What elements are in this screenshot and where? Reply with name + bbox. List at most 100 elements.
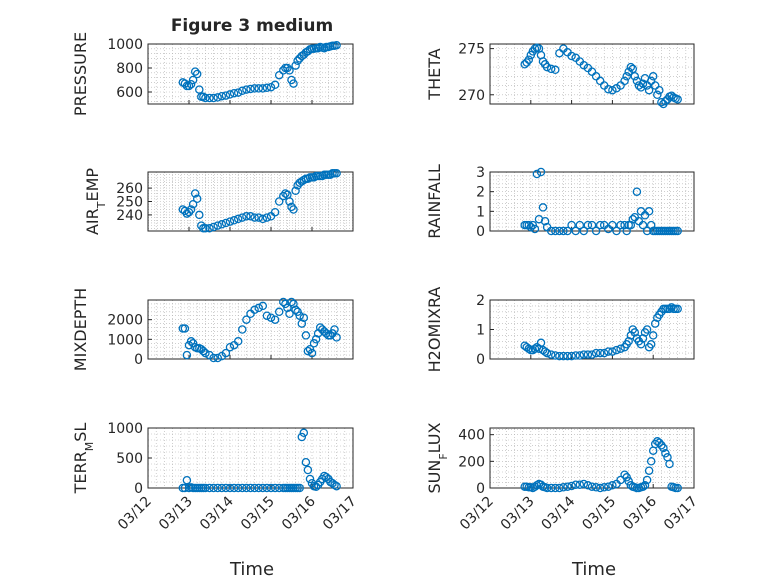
- data-point: [293, 56, 302, 66]
- data-point: [665, 304, 674, 314]
- data-point: [270, 315, 280, 324]
- data-point: [551, 226, 560, 236]
- data-point: [646, 340, 656, 349]
- data-point: [303, 465, 313, 475]
- series-markers: [520, 303, 682, 361]
- x-tick-label: 03/12: [115, 494, 155, 534]
- data-point: [307, 348, 317, 358]
- data-point: [180, 483, 190, 493]
- data-point: [258, 214, 268, 224]
- y-axis-label-part: EMP: [83, 168, 102, 202]
- subplot-5: 0 1000 2000 MIXDEPTH: [71, 288, 354, 371]
- y-axis-label-part: SL: [71, 423, 90, 442]
- subplot-1: 600 800 1000 PRESSURE: [71, 32, 354, 116]
- x-tick-label: 03/16: [279, 493, 319, 533]
- data-point: [563, 482, 572, 491]
- data-point: [274, 483, 284, 493]
- data-point: [242, 483, 251, 493]
- grid: [489, 44, 695, 105]
- data-point: [612, 345, 621, 355]
- data-point: [213, 221, 222, 230]
- axes-box: [489, 43, 695, 105]
- data-point: [624, 477, 633, 486]
- data-point: [616, 220, 625, 230]
- data-point: [551, 483, 560, 493]
- data-point: [238, 325, 247, 334]
- data-point: [217, 220, 227, 229]
- data-point: [579, 350, 589, 359]
- data-point: [626, 62, 636, 72]
- data-point: [209, 93, 218, 103]
- data-point: [648, 331, 658, 340]
- data-point: [192, 194, 202, 204]
- data-point: [225, 217, 235, 226]
- data-point: [238, 213, 247, 222]
- data-point: [630, 72, 640, 81]
- data-point: [532, 169, 542, 179]
- data-point: [318, 171, 327, 181]
- data-point: [229, 483, 239, 493]
- data-point: [653, 90, 662, 100]
- data-point: [233, 483, 243, 493]
- y-tick-label: 1000: [107, 37, 143, 53]
- data-point: [555, 483, 564, 493]
- data-point: [266, 313, 276, 322]
- data-point: [632, 187, 642, 196]
- y-tick-label: 800: [116, 61, 143, 77]
- data-point: [258, 84, 268, 93]
- subplot-8: 0 200 400 SUNFLUX 03/12 03/13 03/14 03/15 03/16 0…: [425, 422, 701, 533]
- data-point: [297, 432, 307, 442]
- data-point: [262, 311, 272, 320]
- data-point: [604, 347, 613, 356]
- y-axis-label-part: SUN: [425, 460, 444, 494]
- data-point: [279, 297, 288, 307]
- y-tick-label: 250: [116, 195, 143, 211]
- data-point: [192, 69, 202, 79]
- data-point: [608, 220, 617, 230]
- data-point: [530, 224, 540, 234]
- x-tick-label: 03/15: [579, 494, 619, 534]
- data-point: [199, 346, 208, 356]
- data-point: [591, 226, 601, 236]
- data-point: [644, 207, 654, 216]
- y-axis-label: SUNFLUX: [425, 422, 450, 493]
- data-point: [567, 351, 576, 361]
- data-point: [536, 167, 546, 177]
- grid: [147, 171, 354, 232]
- data-point: [546, 350, 556, 359]
- y-axis-label-part: PRESSURE: [71, 32, 90, 116]
- data-point: [295, 483, 304, 493]
- data-point: [540, 216, 550, 226]
- data-point: [217, 91, 227, 101]
- data-point: [583, 350, 593, 359]
- y-tick-label: 2: [476, 293, 485, 309]
- data-point: [620, 220, 629, 230]
- data-point: [205, 483, 214, 493]
- data-point: [299, 428, 309, 438]
- data-point: [628, 64, 638, 74]
- data-point: [575, 480, 585, 489]
- data-point: [567, 51, 576, 61]
- data-point: [201, 483, 210, 493]
- data-point: [673, 95, 682, 104]
- data-point: [281, 189, 290, 198]
- data-point: [638, 220, 648, 230]
- data-point: [201, 224, 210, 233]
- data-point: [599, 348, 609, 358]
- data-point: [551, 351, 560, 360]
- data-point: [186, 337, 196, 346]
- data-point: [209, 353, 218, 363]
- y-axis-label: MIXDEPTH: [71, 288, 90, 371]
- data-point: [190, 67, 200, 76]
- data-point: [563, 351, 572, 361]
- subplot-2: 270 275 THETA: [425, 42, 695, 109]
- data-point: [332, 40, 341, 50]
- data-point: [283, 303, 292, 313]
- data-point: [229, 216, 239, 225]
- data-point: [646, 76, 656, 86]
- data-point: [291, 186, 300, 196]
- data-point: [636, 340, 646, 349]
- data-point: [291, 305, 300, 315]
- data-point: [297, 319, 307, 328]
